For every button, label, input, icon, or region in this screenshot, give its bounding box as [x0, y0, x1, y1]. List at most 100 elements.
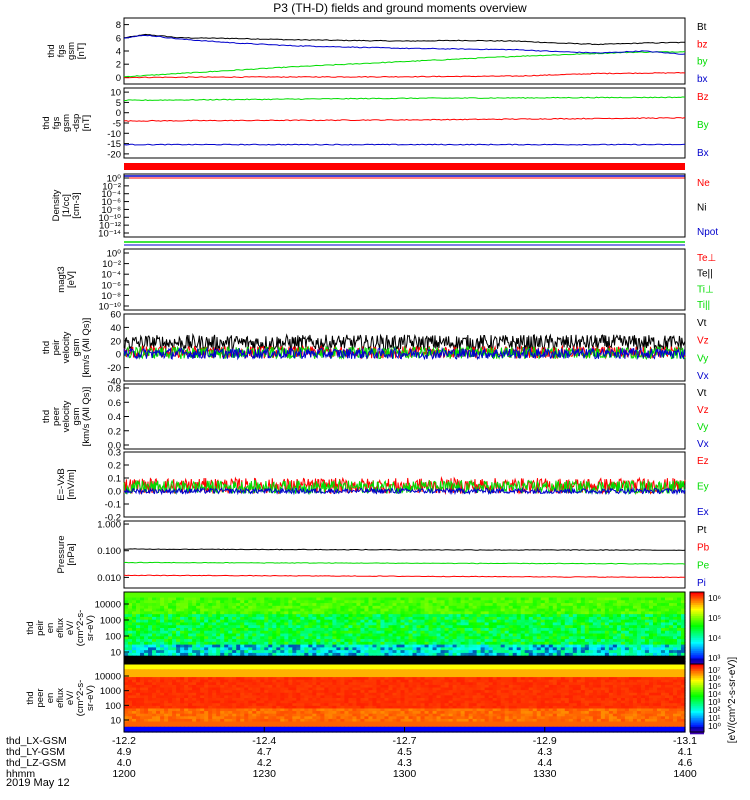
- panel-9: thd peir en eflux eV/(cm^2-s-sr-eV): [25, 591, 705, 667]
- legend-by: by: [697, 57, 708, 68]
- x-tick-label: -12.2: [112, 735, 136, 747]
- x-tick-label: 1200: [112, 768, 136, 780]
- series-line-Bx: [123, 143, 686, 146]
- series-line-bx: [123, 34, 686, 55]
- y-axis-label-6: thd peer velocity gsm [km/s (All Qs)]: [41, 387, 92, 447]
- series-line-by: [124, 51, 686, 78]
- x-tick-label: -12.4: [252, 735, 276, 747]
- y-tick-label: 10⁻¹⁴: [98, 229, 121, 240]
- legend-Vz: Vz: [697, 336, 709, 347]
- legend-Bx: Bx: [697, 148, 709, 159]
- legend-Ex: Ex: [697, 507, 709, 518]
- y-tick-label: -0.1: [105, 500, 121, 511]
- series-line-Vt: [123, 332, 686, 353]
- y-tick-label: 6: [116, 33, 121, 44]
- y-axis-label-2: thd fgs gsm -dsp [nT]: [41, 114, 92, 132]
- y-tick-label: -15: [107, 139, 121, 150]
- y-axis-label-line: [nT]: [76, 43, 87, 59]
- y-axis-label-line: fgs: [56, 44, 67, 57]
- y-tick-label: 0: [116, 350, 121, 361]
- legend-Ti⊥: Ti⊥: [697, 284, 714, 295]
- x-tick-label: 4.4: [537, 757, 552, 769]
- x-tick-label: 4.3: [537, 746, 552, 758]
- y-axis-label-7: E=-VxB [mV/m]: [56, 468, 77, 500]
- colorbar-tick: 10⁵: [708, 613, 721, 623]
- y-tick-label: 0.1: [108, 474, 121, 485]
- plot-title: P3 (TH-D) fields and ground moments over…: [273, 1, 527, 15]
- legend-Vy: Vy: [697, 353, 708, 364]
- y-tick-label: 10: [110, 716, 121, 727]
- panel-3: Density [1/cc] [cm-3]: [51, 163, 686, 238]
- y-tick-label: 0.6: [108, 398, 121, 409]
- legend-Vx: Vx: [697, 371, 709, 382]
- legend-Vt: Vt: [697, 388, 707, 399]
- colorbar-tick: 10⁰: [708, 721, 721, 731]
- y-axis-label-line: -dsp: [71, 114, 82, 132]
- y-tick-label: -0.2: [105, 513, 121, 524]
- colorbar-label-text: [eV/(cm^2-s-sr-eV)]: [727, 657, 738, 744]
- legend-Te||: Te||: [697, 269, 713, 280]
- y-tick-label: 40: [110, 323, 121, 334]
- x-tick-label: 4.9: [117, 746, 132, 758]
- y-axis-label-line: eV/: [65, 691, 76, 706]
- y-axis-label-line: [km/s (All Qs)]: [81, 318, 92, 378]
- panel-4: magt3 [eV]: [56, 241, 686, 311]
- legend-bx: bx: [697, 74, 708, 85]
- y-tick-label: 0: [116, 108, 121, 119]
- y-axis-label-line: sr-eV): [85, 685, 96, 711]
- x-tick-label: -12.7: [393, 735, 417, 747]
- series-line-Pt: [123, 548, 686, 551]
- panel-1: thd fgs gsm [nT]: [46, 17, 686, 85]
- legend-Pe: Pe: [697, 560, 710, 571]
- x-tick-label: 1400: [673, 768, 697, 780]
- y-tick-label: 100: [105, 701, 121, 712]
- panel-frame-3: [123, 173, 686, 238]
- y-axis-label-9: thd peir en eflux eV/(cm^2-s-sr-eV): [25, 610, 96, 647]
- y-axis-label-line: eV/: [65, 621, 76, 636]
- y-tick-label: 60: [110, 310, 121, 321]
- x-tick-label: 1230: [253, 768, 277, 780]
- y-tick-label: 5: [116, 98, 121, 109]
- legend-Pt: Pt: [697, 525, 707, 536]
- y-tick-label: -20: [107, 363, 121, 374]
- panel-frame-6: [123, 383, 686, 450]
- y-tick-label: 0.2: [108, 461, 121, 472]
- y-axis-label-line: velocity: [61, 331, 72, 363]
- y-tick-label: 100: [105, 632, 121, 643]
- x-tick-label: 4.0: [117, 757, 132, 769]
- y-tick-label: 0.8: [108, 384, 121, 395]
- legend-Ey: Ey: [697, 482, 709, 493]
- colorbar-tick: 10⁷: [708, 665, 721, 675]
- legend-Pb: Pb: [697, 543, 710, 554]
- density-red-band: [124, 163, 685, 170]
- y-axis-label-line: magt3: [56, 266, 67, 292]
- panel-10: thd peer en eflux eV/(cm^2-s-sr-eV): [25, 663, 705, 735]
- x-row-label: thd_LZ-GSM: [6, 757, 66, 769]
- series-line-bz: [123, 71, 686, 79]
- panel-6: thd peer velocity gsm [km/s (All Qs)]: [41, 383, 686, 450]
- series-line-Pe: [123, 561, 686, 565]
- y-tick-label: 10⁻⁴: [101, 189, 121, 200]
- y-axis-label-line: [cm-3]: [71, 192, 82, 218]
- legend-By: By: [697, 120, 709, 131]
- colorbar-label: [eV/(cm^2-s-sr-eV)]: [727, 657, 738, 744]
- colorbar-tick: 10³: [708, 697, 720, 707]
- y-axis-label-line: gsm: [61, 114, 72, 132]
- y-tick-label: 10⁻²: [102, 181, 121, 192]
- colorbar-tick: 10⁶: [708, 673, 721, 683]
- y-tick-label: 0.2: [108, 426, 121, 437]
- panel-frame-1: [123, 17, 686, 85]
- y-axis-label-line: peer: [35, 688, 46, 707]
- y-axis-label-line: fgs: [51, 116, 62, 129]
- y-axis-label-line: thd: [25, 621, 36, 634]
- x-row-label: thd_LX-GSM: [6, 735, 67, 747]
- colorbar-tick: 10²: [708, 705, 720, 715]
- x-tick-label: 4.5: [397, 746, 412, 758]
- y-axis-label-line: [nPa]: [66, 543, 77, 565]
- y-tick-label: -5: [113, 119, 121, 130]
- y-axis-label-line: thd: [41, 341, 52, 354]
- y-axis-label-line: en: [45, 693, 56, 704]
- y-axis-label-line: sr-eV): [85, 615, 96, 641]
- colorbar-tick: 10⁴: [708, 689, 721, 699]
